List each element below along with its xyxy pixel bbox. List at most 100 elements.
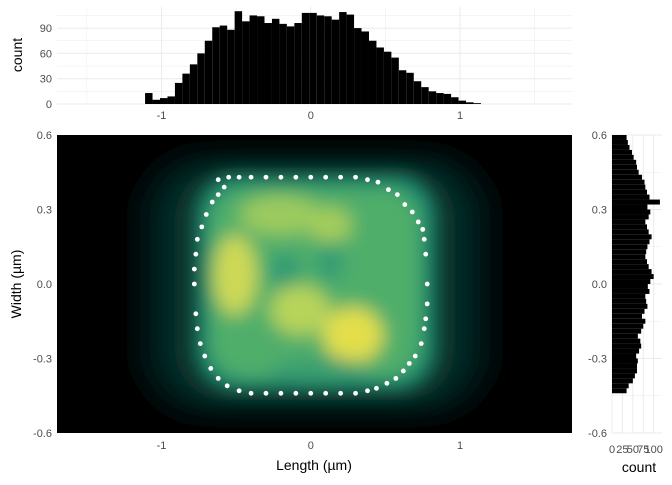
outline-point	[209, 199, 215, 205]
right-histogram-bar	[612, 264, 649, 270]
right-histogram-bar	[612, 144, 630, 150]
top-histogram-bar	[368, 40, 377, 104]
top-histogram-bars	[145, 11, 481, 105]
top-histogram-bar	[167, 96, 175, 104]
main-y-ticks: 0.6 0.3 0.0 -0.3 -0.6	[33, 130, 52, 440]
right-histogram-y-tick-label: 0.0	[592, 279, 607, 291]
main-density-panel: -1 0 1 0.6 0.3 0.0 -0.3 -0.6 Length (µm) Width…	[8, 130, 572, 473]
right-histogram-bar	[612, 164, 637, 170]
right-histogram-bar	[612, 169, 639, 175]
outline-point	[215, 177, 221, 183]
top-histogram-x-tick-label: -1	[157, 110, 167, 122]
outline-point	[375, 179, 381, 185]
top-histogram-bar	[398, 70, 407, 104]
outline-point	[418, 341, 424, 346]
main-y-tick-label: -0.3	[33, 354, 52, 366]
density-hotspot-right	[323, 307, 383, 363]
outline-point	[202, 353, 208, 359]
density-hotspot-left	[213, 235, 257, 315]
top-histogram-bar	[189, 64, 198, 104]
right-histogram-bar	[612, 199, 660, 205]
top-histogram-bar	[271, 18, 280, 105]
outline-point	[236, 388, 242, 394]
top-histogram-bar	[361, 31, 369, 104]
right-histogram-bar	[612, 239, 650, 245]
top-histogram-bar	[324, 16, 332, 105]
right-histogram-bar	[612, 313, 642, 319]
outline-point	[421, 236, 427, 242]
outline-point	[191, 266, 197, 272]
density-low-spot-right	[316, 242, 344, 282]
top-histogram-y-title: count	[9, 38, 25, 72]
outline-point	[424, 281, 430, 287]
outline-point	[224, 383, 230, 389]
outline-point	[423, 316, 429, 322]
top-histogram-bar	[294, 23, 302, 105]
right-histogram-bar	[612, 274, 654, 280]
outline-point	[385, 187, 391, 193]
right-histogram-bar	[612, 159, 637, 165]
density-hotspot-center	[270, 285, 330, 335]
top-histogram-y-tick-label: 90	[40, 23, 52, 35]
top-histogram-x-tick-label: 0	[308, 110, 314, 122]
density-low-spot-center	[269, 254, 301, 286]
right-histogram-bar	[612, 368, 637, 374]
top-histogram-x-tick-label: 1	[457, 110, 463, 122]
outline-point	[402, 202, 408, 207]
top-histogram-bar	[182, 73, 190, 104]
right-histogram-x-tick-label: 50	[627, 444, 639, 456]
right-histogram-bar	[612, 269, 652, 275]
outline-point	[215, 375, 221, 381]
top-histogram-bar	[376, 47, 384, 104]
outline-point	[193, 311, 199, 317]
top-histogram-bar	[331, 19, 340, 104]
main-y-tick-label: 0.3	[37, 205, 52, 217]
outline-point	[338, 174, 344, 180]
outline-point	[308, 174, 314, 180]
top-histogram-bar	[279, 23, 287, 104]
right-histogram-bar	[612, 338, 641, 344]
top-histogram-bar	[309, 12, 317, 104]
main-y-tick-label: -0.6	[33, 428, 52, 440]
top-histogram-bar	[346, 14, 355, 105]
outline-point	[278, 174, 284, 180]
top-histogram-bar	[421, 87, 429, 104]
top-histogram-bar	[466, 102, 474, 104]
right-histogram-bar	[612, 383, 629, 389]
top-histogram-bar	[436, 93, 444, 104]
top-histogram-bar	[428, 91, 437, 104]
right-histogram-bar	[612, 234, 652, 240]
right-histogram-bar	[612, 189, 647, 195]
outline-point	[197, 341, 203, 346]
outline-point	[412, 353, 418, 359]
main-x-ticks: -1 0 1	[157, 440, 464, 452]
outline-point	[263, 390, 269, 396]
outline-point	[263, 174, 269, 180]
outline-point	[194, 326, 200, 332]
outline-point	[191, 281, 197, 287]
outline-point	[323, 390, 329, 396]
outline-point	[353, 174, 358, 180]
outline-point	[374, 385, 379, 391]
right-histogram-bar	[612, 388, 627, 394]
right-histogram-bar	[612, 328, 642, 334]
outline-point	[420, 226, 426, 232]
right-histogram-bar	[612, 179, 645, 185]
top-histogram-bar	[242, 21, 250, 105]
right-histogram-bar	[612, 154, 634, 160]
outline-point	[194, 236, 200, 242]
right-histogram-bar	[612, 149, 632, 155]
outline-point	[415, 219, 421, 225]
right-histogram-bar	[612, 308, 645, 314]
right-histogram-y-ticks: 0.6 0.3 0.0 -0.3 -0.6	[588, 130, 607, 440]
top-histogram-bar	[160, 98, 168, 104]
outline-point	[199, 224, 205, 230]
right-histogram-bar	[612, 353, 637, 359]
main-y-tick-label: 0.6	[37, 130, 52, 142]
top-histogram-bar	[451, 97, 459, 104]
right-histogram-bar	[612, 298, 647, 304]
outline-point	[248, 174, 254, 180]
top-histogram-bar	[286, 26, 295, 104]
